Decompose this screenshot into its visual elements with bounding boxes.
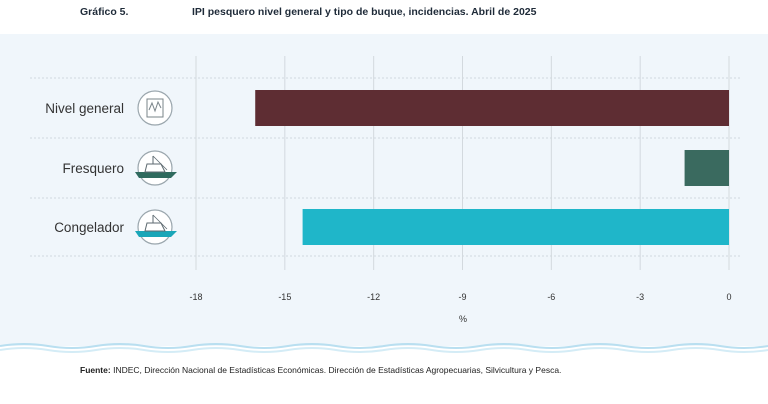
x-tick-label: -9 — [458, 292, 466, 302]
chart-line-icon — [137, 90, 173, 126]
x-tick-label: 0 — [726, 292, 731, 302]
source-text: INDEC, Dirección Nacional de Estadística… — [113, 365, 562, 375]
x-axis-label: % — [459, 314, 467, 324]
x-tick-label: -6 — [547, 292, 555, 302]
bar-fresquero — [684, 150, 729, 186]
chart-panel: Nivel general Fresquero Congelador -18 -15 -… — [0, 34, 768, 346]
source-label: Fuente: — [80, 365, 111, 375]
category-label: Nivel general — [45, 101, 124, 116]
freezer-boat-icon — [135, 209, 177, 245]
figure-header: Gráfico 5. IPI pesquero nivel general y … — [0, 6, 768, 22]
decorative-wave — [0, 343, 768, 353]
category-label: Congelador — [54, 220, 124, 235]
figure-number: Gráfico 5. — [80, 6, 129, 18]
chart-title: IPI pesquero nivel general y tipo de buq… — [192, 6, 537, 18]
x-tick-label: -3 — [636, 292, 644, 302]
x-tick-label: -18 — [189, 292, 202, 302]
fresh-fish-boat-icon — [135, 150, 177, 186]
bar-chart: Nivel general Fresquero Congelador -18 -15 -… — [30, 56, 740, 324]
x-tick-label: -12 — [367, 292, 380, 302]
source-note: Fuente: INDEC, Dirección Nacional de Est… — [80, 365, 561, 375]
bar-nivel-general — [255, 90, 729, 126]
x-tick-label: -15 — [278, 292, 291, 302]
bar-congelador — [302, 209, 729, 245]
category-label: Fresquero — [62, 161, 124, 176]
